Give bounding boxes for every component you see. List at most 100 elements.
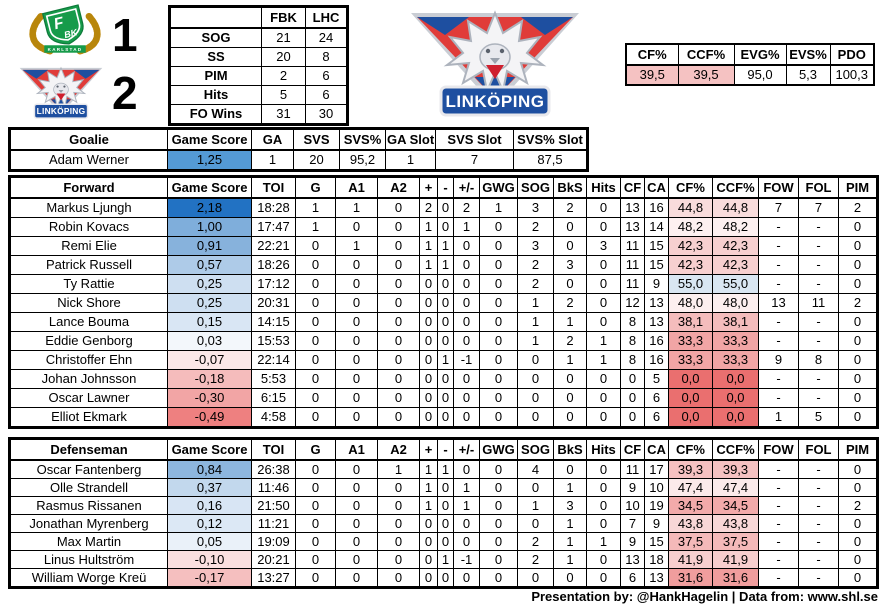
column-header: A2 [377,438,420,461]
cell: 0 [479,350,518,370]
cell: 1 [553,478,587,497]
cell: 6 [620,568,645,588]
cell: 0 [295,532,336,551]
cell: 13 [758,293,799,313]
cell: 0 [620,369,645,389]
table-row: SOG 21 24 [169,27,348,48]
cell: 1 [758,407,799,428]
cell: 0,05 [167,532,252,551]
cell: 95,2 [339,149,386,171]
cell: 0 [295,312,336,332]
cell: - [758,274,799,294]
cell: Remi Elie [9,236,168,256]
cell: 87,5 [513,149,588,171]
cell: 0 [295,550,336,569]
cell: 2 [553,293,587,313]
table-row: Christoffer Ehn -0,07 22:14 0 0 0 0 1 -1 0 0 1 1 8 16 3… [9,350,878,370]
cell: - [758,217,799,237]
cell: Adam Werner [9,149,168,171]
cell: 1 [295,197,336,218]
cell: Patrick Russell [9,255,168,275]
cell: Oscar Lawner [9,388,168,408]
cell: -1 [453,550,480,569]
cell: 43,8 [668,514,713,533]
cell: 19:09 [251,532,296,551]
cell: SS [169,47,262,67]
table-row: PIM 2 6 [169,66,348,86]
cell: 5 [798,407,839,428]
column-header: TOI [251,438,296,461]
cell: - [758,496,799,515]
cell: - [798,255,839,275]
column-header: Hits [586,438,621,461]
column-header: FOW [758,438,799,461]
cell: 0 [295,293,336,313]
cell: 0 [437,496,454,515]
cell: 2 [838,293,878,313]
column-header: +/- [453,176,480,199]
cell: 1 [553,514,587,533]
cell: 3 [553,255,587,275]
column-header: SOG [517,438,554,461]
cell: 20 [261,47,306,67]
column-header: Forward [9,176,168,199]
goalie-table: Goalie Game Score GA SVS SVS% GA Slot SVS Slot… [8,127,589,172]
cell: William Worge Kreü [9,568,168,588]
cell: 0 [335,331,378,351]
cell: 0 [586,568,621,588]
table-row: Robin Kovacs 1,00 17:47 1 0 0 1 0 1 0 2 0 0 13 14 48,2 4… [9,217,878,237]
cell: -1 [453,350,480,370]
cell: 3 [517,197,554,218]
cell: 0 [838,514,878,533]
cell: 0 [479,388,518,408]
away-score: 2 [112,67,138,119]
cell: 0 [479,293,518,313]
cell: - [758,331,799,351]
cell: 0 [377,478,420,497]
cell: 37,5 [668,532,713,551]
cell: 8 [798,350,839,370]
cell: 11 [620,274,645,294]
cell: 0 [419,514,438,533]
cell: 0 [453,514,480,533]
cell: 3 [517,236,554,256]
table-row: Max Martin 0,05 19:09 0 0 0 0 0 0 0 2 1 1 9 15 37,5 37,5… [9,532,878,551]
cell: 9 [620,478,645,497]
cell: - [758,236,799,256]
cell: 0 [335,293,378,313]
cell: Lance Bouma [9,312,168,332]
cell: 7 [435,149,514,171]
cell: - [798,550,839,569]
cell: 0 [453,293,480,313]
cell: 31,6 [712,568,759,588]
cell: 0 [419,331,438,351]
cell: - [798,388,839,408]
cell: 1 [437,459,454,479]
cell: 1 [437,255,454,275]
cell: - [758,459,799,479]
column-header: SVS% [339,128,386,151]
cell: 0 [419,274,438,294]
cell: Ty Rattie [9,274,168,294]
cell: 18 [644,550,669,569]
cell: 0 [437,388,454,408]
cell: 41,9 [668,550,713,569]
cell: 22:21 [251,236,296,256]
cell: 0 [553,459,587,479]
cell: 2 [517,255,554,275]
cell: 17 [644,459,669,479]
cell: 0 [453,369,480,389]
table-row: Johan Johnsson -0,18 5:53 0 0 0 0 0 0 0 0 0 0 0 5 0,0 0,… [9,369,878,389]
cell: 21:50 [251,496,296,515]
cell: 10 [620,496,645,515]
cell: 41,9 [712,550,759,569]
linkoping-team-logo-large-icon: LINKÖPING [411,10,579,117]
cell: 42,3 [712,236,759,256]
cell: 0 [453,388,480,408]
cell: 44,8 [712,197,759,218]
cell: 9 [644,514,669,533]
cell: 0 [479,274,518,294]
cell: 0 [419,568,438,588]
cell: 8 [620,312,645,332]
cell: 11 [620,255,645,275]
